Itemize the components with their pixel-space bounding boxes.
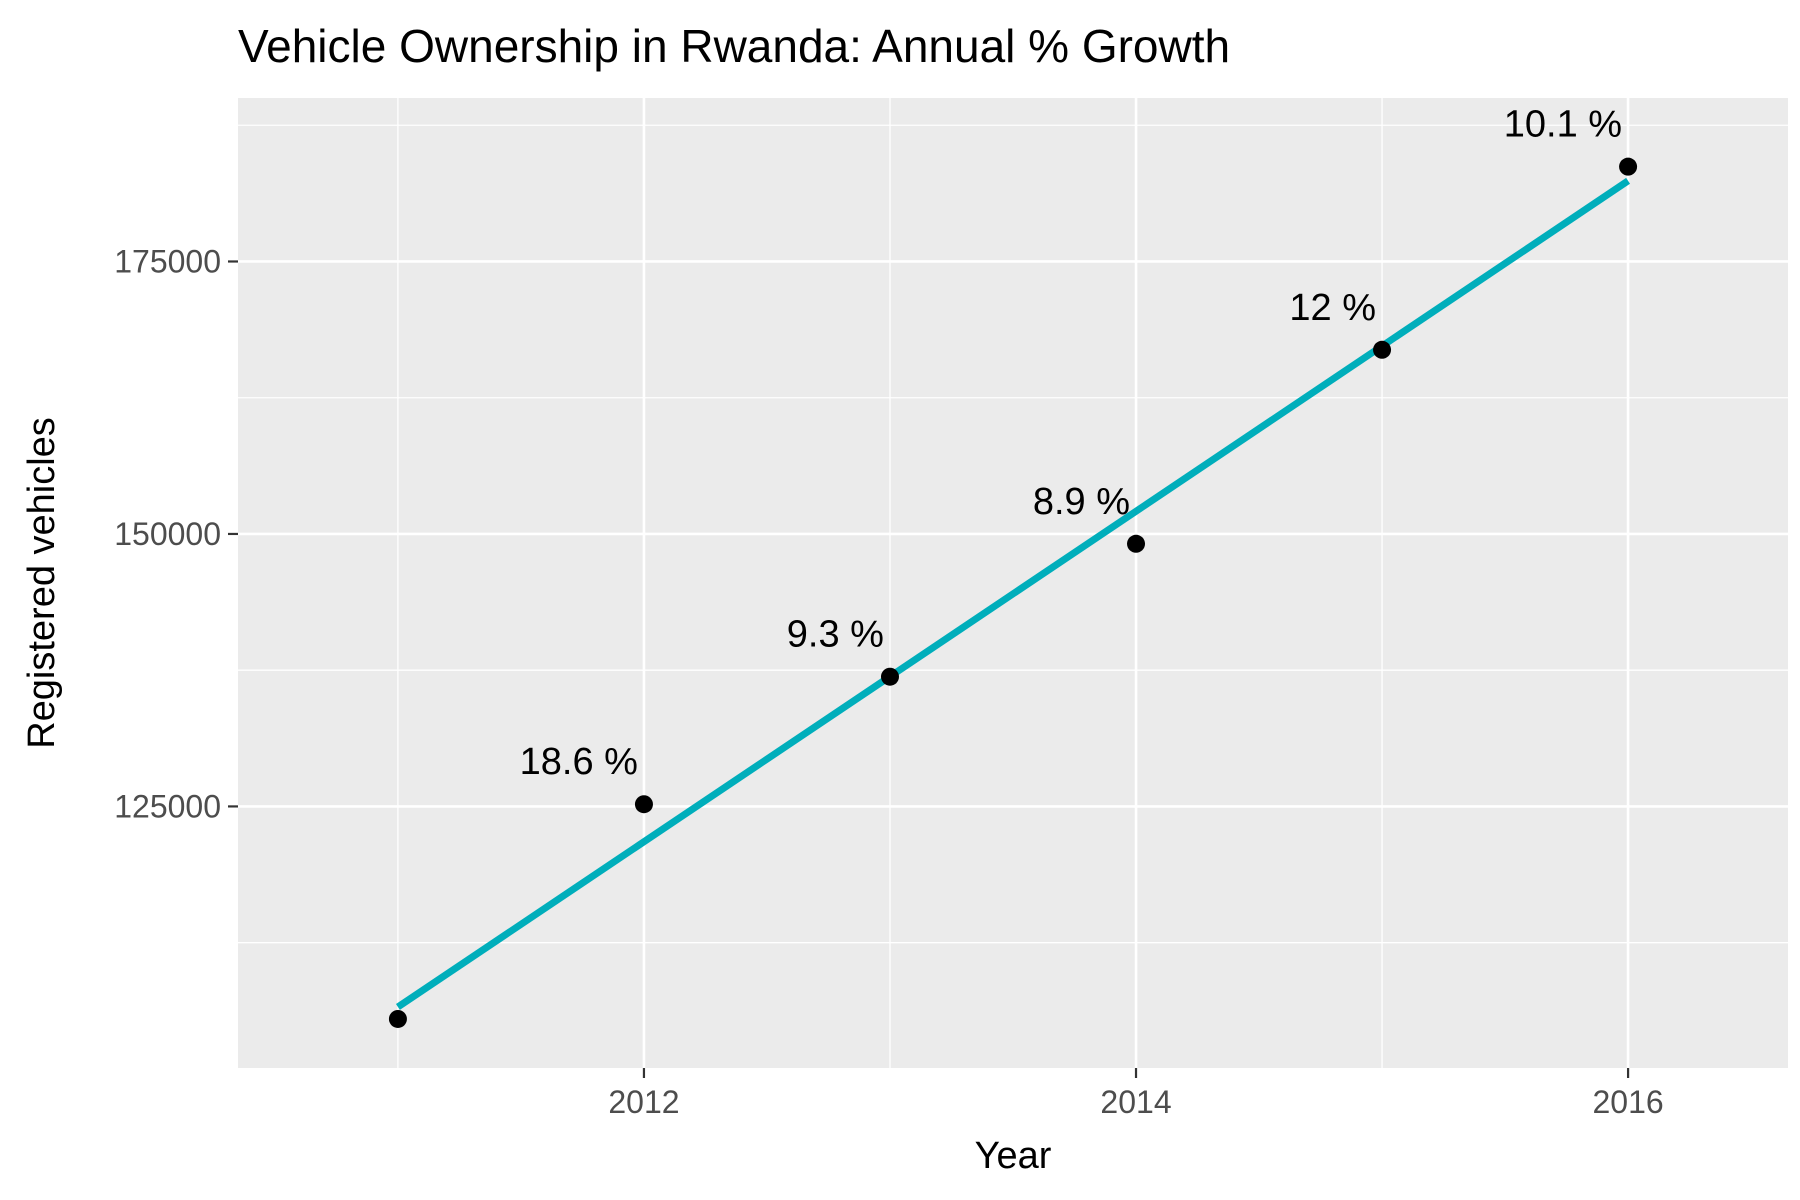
y-tick-label: 175000 <box>114 243 221 279</box>
y-tick-label: 150000 <box>114 516 221 552</box>
x-tick-label: 2012 <box>608 1084 679 1120</box>
data-label: 12 % <box>1289 287 1376 329</box>
data-labels: 18.6 % 9.3 % 8.9 % 12 % 10.1 % <box>520 104 1622 784</box>
x-tick-label: 2016 <box>1592 1084 1663 1120</box>
chart-title: Vehicle Ownership in Rwanda: Annual % Gr… <box>238 20 1230 72</box>
x-tick-label: 2014 <box>1100 1084 1171 1120</box>
trend-layer <box>395 177 1631 1010</box>
data-label: 10.1 % <box>1504 104 1622 146</box>
plot-panel <box>238 98 1788 1068</box>
data-label: 9.3 % <box>787 614 884 656</box>
data-label: 8.9 % <box>1033 481 1130 523</box>
trend-line <box>395 177 1631 1010</box>
x-axis: 2012 2014 2016 <box>608 1068 1664 1120</box>
data-point <box>388 1009 407 1028</box>
grid-major <box>238 98 1788 1068</box>
x-axis-title: Year <box>975 1135 1052 1177</box>
y-axis: 125000 150000 175000 <box>114 243 238 824</box>
data-point <box>880 667 899 686</box>
data-label: 18.6 % <box>520 741 638 783</box>
data-point <box>1619 157 1638 176</box>
y-axis-title: Registered vehicles <box>21 417 63 749</box>
data-point <box>634 795 653 814</box>
data-point <box>1373 340 1392 359</box>
points-layer <box>388 157 1638 1028</box>
y-tick-label: 125000 <box>114 788 221 824</box>
data-point <box>1127 534 1146 553</box>
